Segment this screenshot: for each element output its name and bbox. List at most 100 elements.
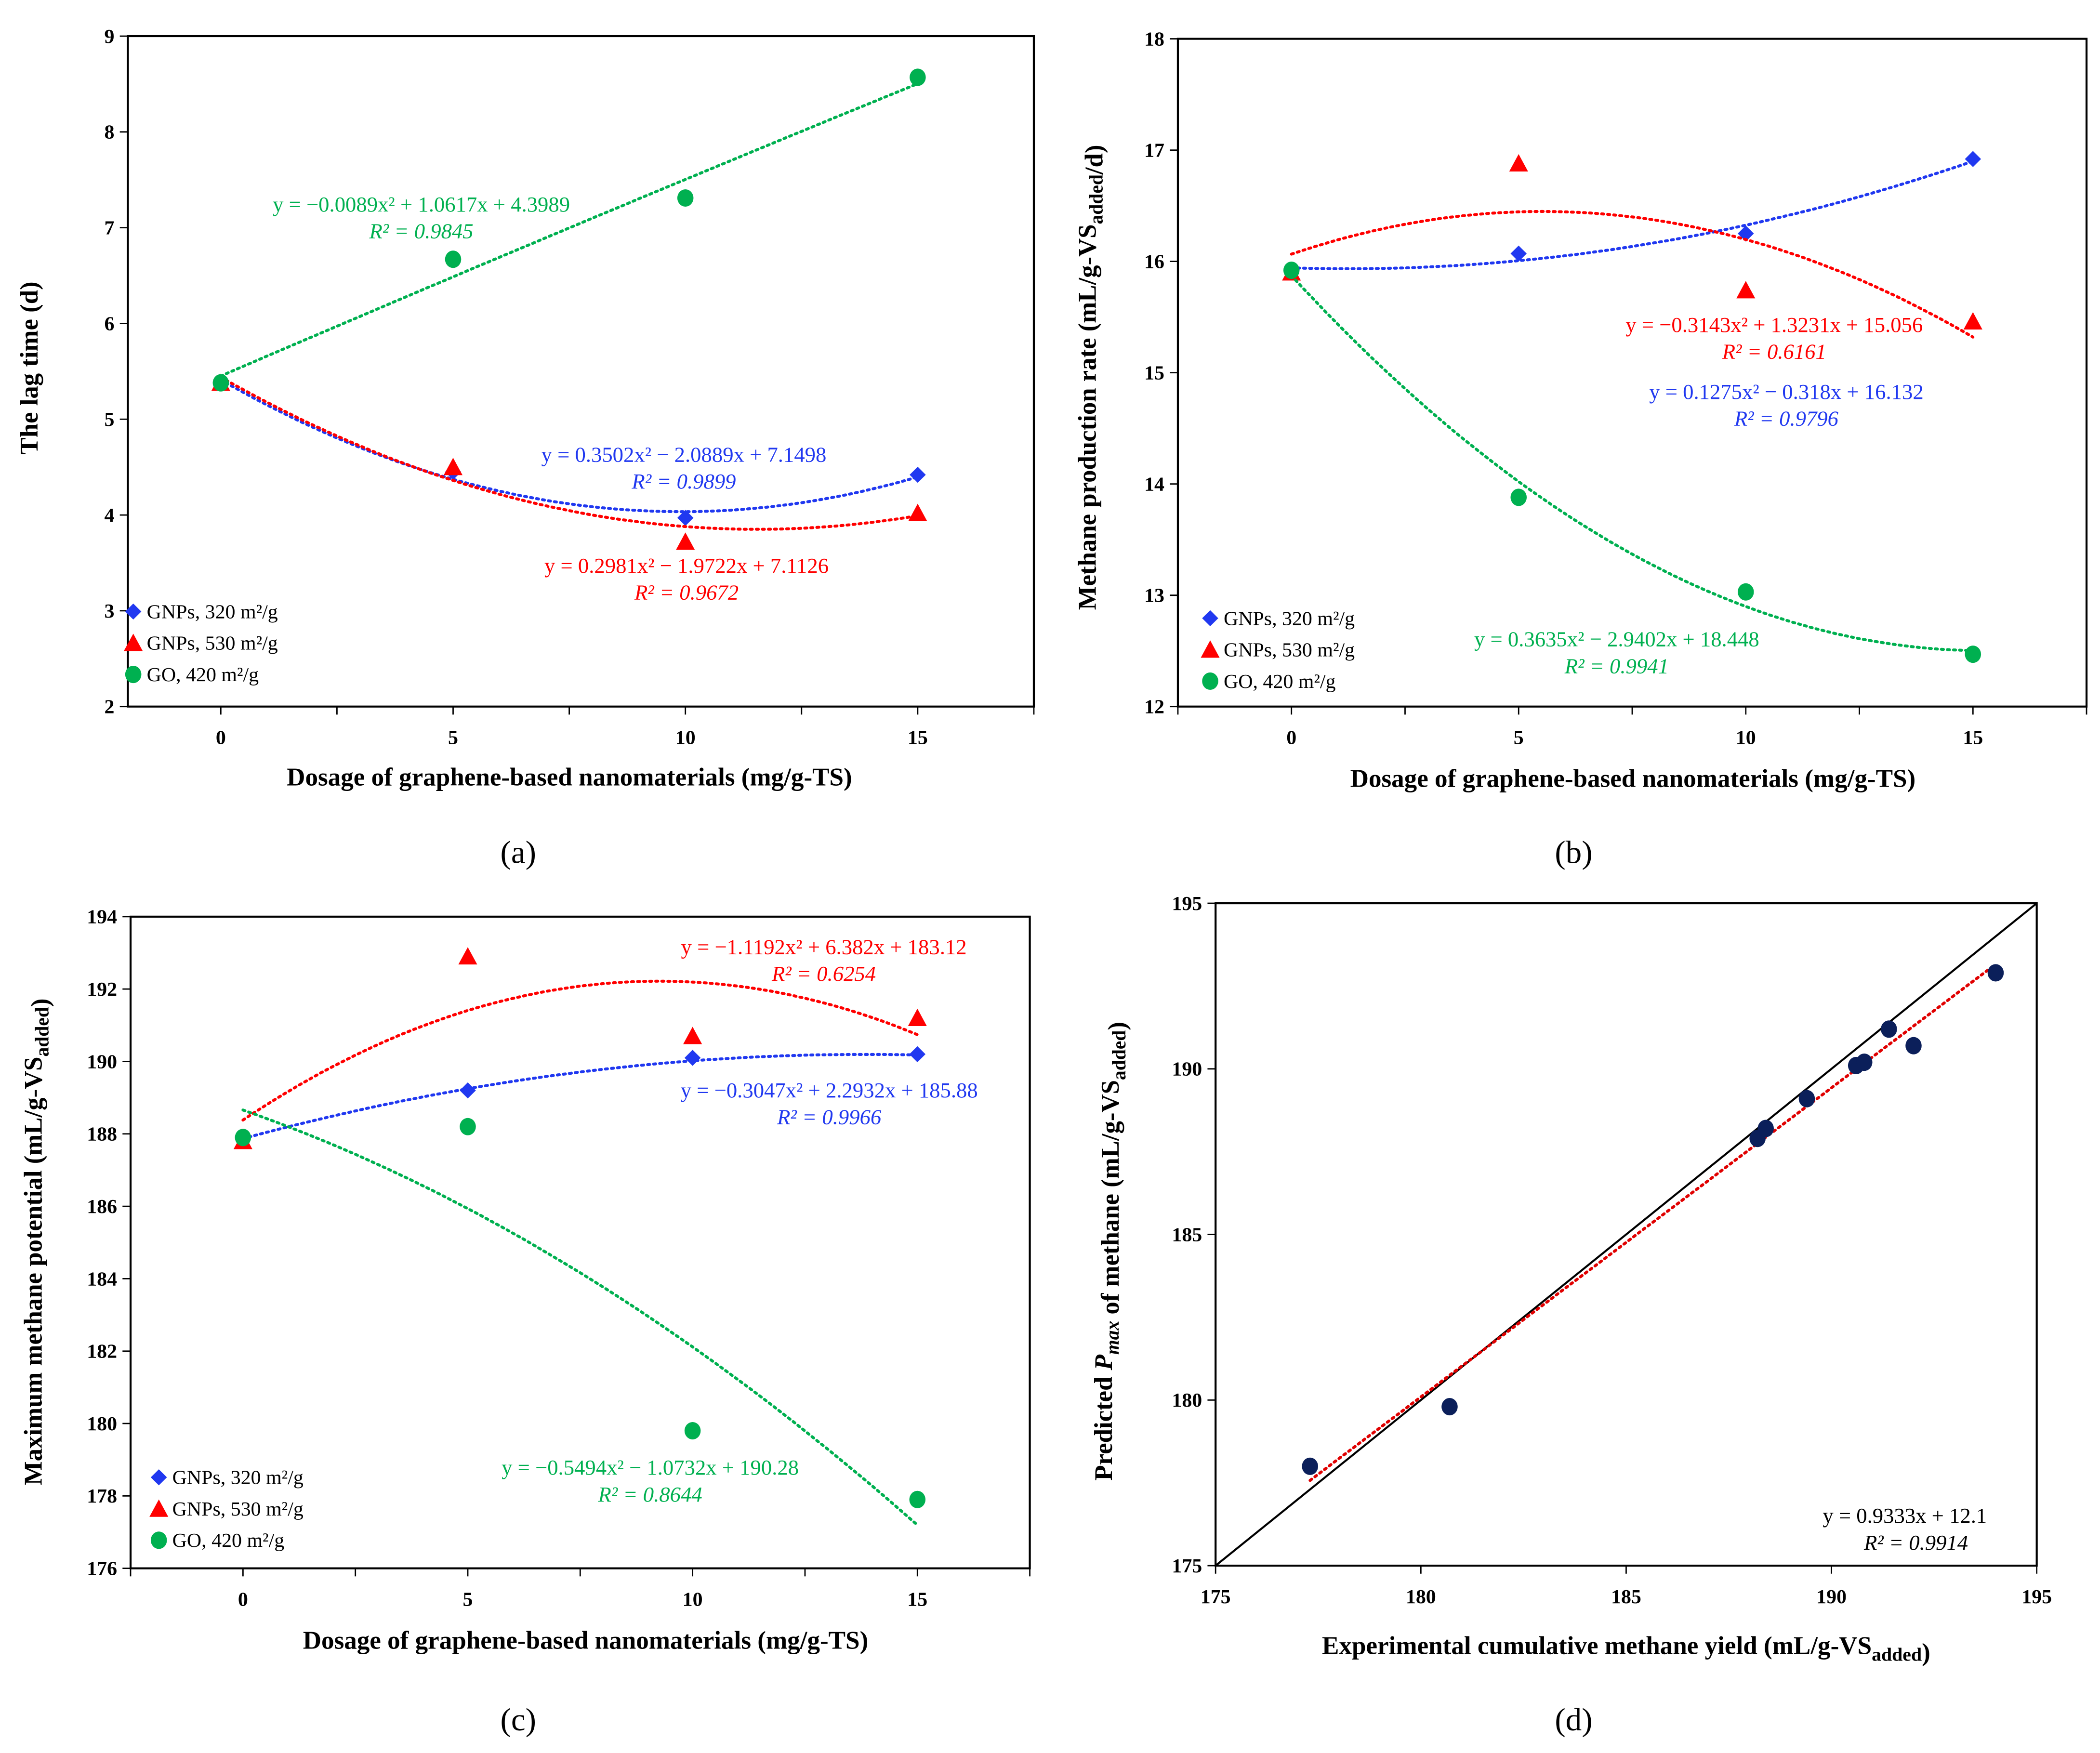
data-point-go [1510, 488, 1527, 506]
x-tick-label: 10 [683, 1589, 703, 1611]
y-tick-label: 4 [105, 504, 115, 527]
legend-marker-gnp320 [150, 1469, 167, 1486]
r-squared: R² = 0.9941 [1564, 654, 1669, 678]
y-tick-label: 194 [87, 906, 117, 928]
chart-c: 0 5 10 15 176 178 180 182 184 186 188 190 192 194 Dosa… [19, 906, 1031, 1738]
data-point-go [235, 1129, 251, 1147]
x-tick-label: 0 [238, 1589, 248, 1611]
y-tick-label: 6 [105, 313, 115, 335]
data-point-go [460, 1118, 476, 1135]
y-tick-label: 2 [105, 696, 115, 718]
x-tick-label: 190 [1816, 1586, 1847, 1608]
data-point-gnp530 [458, 947, 477, 965]
label-part: Predicted [1090, 1370, 1118, 1480]
data-point-gnp320 [910, 466, 926, 483]
r-squared: R² = 0.8644 [598, 1482, 702, 1506]
trendline-equation: y = 0.9333x + 12.1 [1823, 1503, 1987, 1528]
x-tick-label: 5 [448, 727, 458, 749]
r-squared: R² = 0.6161 [1722, 340, 1826, 364]
legend-marker-go [125, 665, 142, 684]
legend-entry-go: GO, 420 m²/g [1224, 671, 1336, 693]
data-point-gnp530 [676, 532, 695, 550]
legend-entry-go: GO, 420 m²/g [147, 664, 259, 686]
label-part: ) [1922, 1638, 1930, 1666]
data-point-go [1738, 583, 1754, 601]
data-point-go [910, 68, 926, 86]
data-point-go [445, 250, 462, 268]
y-tick-label: 184 [87, 1268, 117, 1290]
legend-marker-gnp530 [149, 1499, 169, 1517]
y-tick-label: 8 [105, 121, 115, 144]
data-point-go [1283, 262, 1300, 279]
legend-marker-gnp320 [1202, 610, 1218, 627]
y-tick-label: 186 [87, 1196, 117, 1218]
y-tick-label: 12 [1144, 696, 1164, 718]
trendline-gnp320 [219, 378, 919, 514]
data-point-gnp530 [908, 1008, 927, 1026]
x-axis-label: Dosage of graphene-based nanomaterials (… [287, 764, 852, 791]
chart-b: 0 5 10 15 12 13 14 15 16 17 18 Dosage of graphene-b… [1073, 28, 2088, 870]
x-tick-label: 180 [1406, 1586, 1436, 1608]
y-tick-label: 17 [1144, 140, 1164, 162]
y-tick-label: 180 [1172, 1389, 1202, 1411]
y-tick-label: 175 [1172, 1555, 1202, 1577]
x-tick-label: 185 [1611, 1586, 1641, 1608]
legend-marker-go [1202, 672, 1218, 690]
legend-marker-gnp530 [1201, 640, 1220, 658]
legend-entry-go: GO, 420 m²/g [172, 1529, 285, 1552]
label-part: The lag time (d) [15, 281, 43, 454]
r-squared: R² = 0.9899 [631, 469, 736, 493]
data-point-go [909, 1490, 926, 1508]
y-tick-label: 188 [87, 1123, 117, 1146]
legend-entry-gnp320: GNPs, 320 m²/g [147, 601, 278, 623]
x-tick-label: 15 [907, 1589, 927, 1611]
trendline-go [219, 82, 919, 378]
plot-frame [1176, 38, 2088, 708]
label-part: added [1109, 1030, 1130, 1080]
trendline-equation: y = 0.3502x² − 2.0889x + 7.1498 [542, 442, 827, 466]
y-tick-label: 3 [105, 600, 115, 622]
data-point-gnp320 [684, 1050, 701, 1066]
chart-d: 175 180 185 190 195 175 180 185 190 195 Experiment… [1090, 893, 2052, 1738]
y-tick-label: 190 [1172, 1058, 1202, 1081]
x-tick-label: 0 [216, 727, 226, 749]
chart-a: 0 5 10 15 2 3 4 5 6 7 8 9 Dosage of graphene-based n… [15, 26, 1035, 870]
trendline-equation: y = −0.5494x² − 1.0732x + 190.28 [502, 1455, 799, 1479]
data-point-exp [1757, 1120, 1774, 1137]
x-tick-label: 15 [1963, 727, 1983, 749]
trendline-gnp320 [1290, 159, 1975, 270]
data-point-gnp320 [677, 510, 694, 526]
x-tick-label: 5 [1514, 727, 1524, 749]
data-point-go [684, 1422, 701, 1440]
y-axis-label: Methane production rate (mL/g-VSadded/d) [1073, 145, 1108, 610]
label-part: Experimental cumulative methane yield (m… [1322, 1632, 1872, 1660]
y-tick-label: 14 [1144, 474, 1164, 496]
x-tick-label: 15 [908, 727, 928, 749]
data-point-exp [1905, 1037, 1922, 1054]
trendline-go [241, 1108, 919, 1527]
panel-label: (b) [1555, 835, 1592, 870]
data-point-gnp320 [909, 1046, 926, 1063]
r-squared: R² = 0.9845 [369, 219, 474, 243]
y-tick-label: 15 [1144, 362, 1164, 384]
label-part: of methane (mL/g-VS [1096, 1080, 1124, 1321]
legend-entry-gnp320: GNPs, 320 m²/g [1224, 607, 1355, 630]
trendline-equation: y = 0.3635x² − 2.9402x + 18.448 [1474, 627, 1759, 651]
r-squared: R² = 0.9914 [1863, 1530, 1968, 1555]
trendline-gnp530 [219, 376, 919, 531]
trendline-equation: y = −0.3047x² + 2.2932x + 185.88 [681, 1078, 978, 1102]
data-point-gnp530 [1509, 154, 1528, 171]
x-tick-label: 175 [1201, 1586, 1231, 1608]
y-tick-label: 190 [87, 1051, 117, 1073]
trendline-equation: y = 0.2981x² − 1.9722x + 7.1126 [544, 554, 829, 578]
data-point-exp [1881, 1020, 1897, 1038]
trendline-equation: y = 0.1275x² − 0.318x + 16.132 [1649, 380, 1923, 404]
legend-marker-go [150, 1531, 167, 1549]
r-squared: R² = 0.9966 [777, 1105, 882, 1129]
x-axis-label: Dosage of graphene-based nanomaterials (… [1350, 765, 1916, 793]
legend-marker-gnp320 [125, 603, 142, 620]
y-tick-label: 9 [105, 26, 115, 48]
trendline-go [1290, 274, 1975, 652]
x-tick-label: 10 [1736, 727, 1756, 749]
